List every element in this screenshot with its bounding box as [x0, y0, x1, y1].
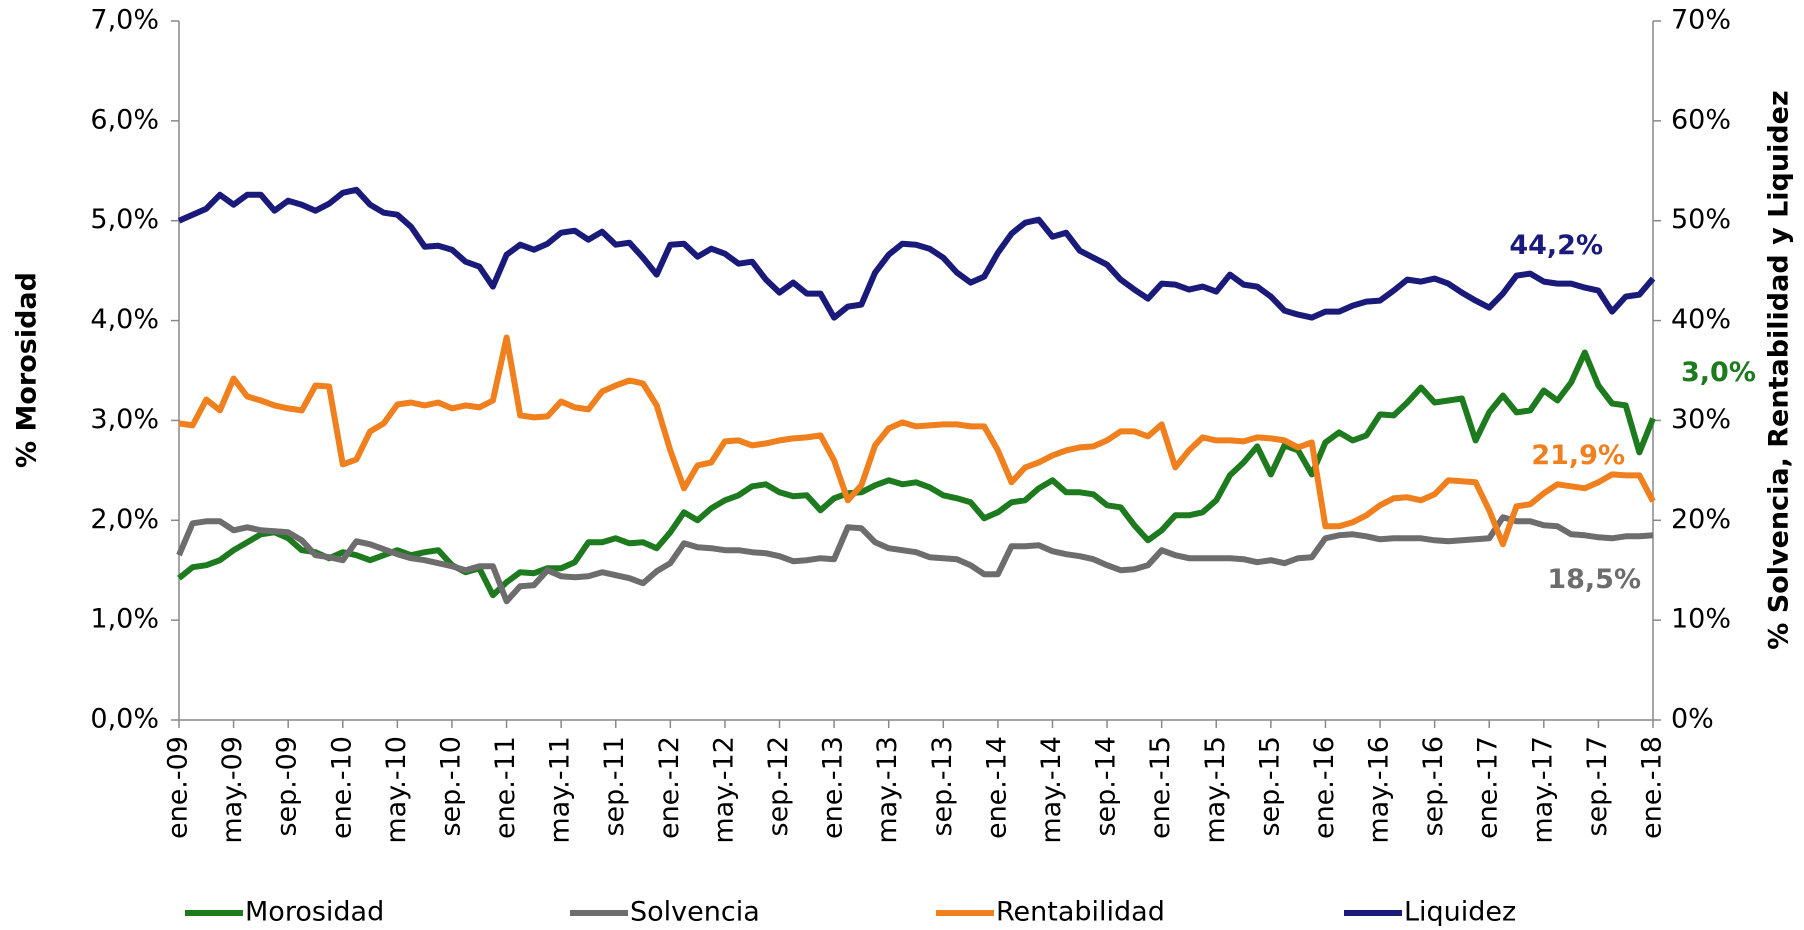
series-line [177, 349, 1656, 599]
x-tick-label: may.-16 [1364, 736, 1395, 844]
x-tick-label: may.-12 [708, 736, 739, 844]
y-tick-label: 1,0% [90, 604, 159, 635]
x-tick-label: sep.-17 [1582, 736, 1613, 837]
series-line [176, 514, 1654, 605]
x-tick-label: ene.-13 [818, 736, 849, 839]
x-tick-label: ene.-11 [490, 736, 521, 839]
x-tick-label: may.-15 [1200, 736, 1231, 844]
y2-tick-label: 30% [1671, 404, 1731, 435]
x-tick-label: sep.-09 [272, 736, 303, 837]
data-label: 18,5% [1547, 564, 1641, 595]
y-tick-label: 4,0% [90, 304, 159, 335]
x-tick-label: may.-11 [545, 736, 576, 844]
x-tick-label: may.-10 [381, 736, 412, 844]
y2-tick-label: 10% [1671, 604, 1731, 635]
y-tick-label: 7,0% [90, 5, 159, 36]
x-tick-label: ene.-16 [1309, 736, 1340, 839]
x-tick-label: ene.-14 [981, 736, 1012, 839]
legend-label: Liquidez [1404, 897, 1516, 927]
x-tick-label: sep.-14 [1091, 736, 1122, 837]
data-label: 3,0% [1681, 357, 1756, 388]
y-tick-label: 3,0% [90, 404, 159, 435]
x-tick-label: may.-17 [1527, 736, 1558, 844]
y2-axis-label: % Solvencia, Rentabilidad y Liquidez [1764, 90, 1795, 649]
series-line [177, 186, 1656, 321]
y-tick-label: 6,0% [90, 104, 159, 135]
x-tick-label: may.-14 [1036, 736, 1067, 844]
x-tick-label: ene.-18 [1637, 736, 1668, 839]
data-label: 44,2% [1509, 230, 1603, 261]
x-tick-label: sep.-12 [763, 736, 794, 837]
y2-tick-label: 20% [1671, 504, 1731, 535]
y-axis-label: % Morosidad [12, 272, 43, 468]
y2-tick-label: 50% [1671, 204, 1731, 235]
legend-label: Morosidad [245, 897, 384, 927]
x-tick-label: sep.-11 [599, 736, 630, 837]
series-line [178, 334, 1656, 548]
y-tick-label: 0,0% [90, 704, 159, 735]
y2-tick-label: 60% [1671, 104, 1731, 135]
y2-tick-label: 70% [1671, 5, 1731, 36]
x-tick-label: ene.-15 [1145, 736, 1176, 839]
legend-label: Solvencia [630, 897, 760, 927]
y-tick-label: 5,0% [90, 204, 159, 235]
x-tick-label: ene.-12 [654, 736, 685, 839]
y2-tick-label: 40% [1671, 304, 1731, 335]
x-tick-label: sep.-13 [927, 736, 958, 837]
x-tick-label: ene.-17 [1473, 736, 1504, 839]
data-label: 21,9% [1531, 440, 1625, 471]
y-tick-label: 2,0% [90, 504, 159, 535]
x-tick-label: ene.-10 [326, 736, 357, 839]
legend-label: Rentabilidad [996, 897, 1165, 927]
y2-tick-label: 0% [1671, 704, 1714, 735]
x-tick-label: may.-13 [872, 736, 903, 844]
x-tick-label: ene.-09 [163, 736, 194, 839]
x-tick-label: sep.-15 [1254, 736, 1285, 837]
x-tick-label: may.-09 [217, 736, 248, 844]
x-tick-label: sep.-16 [1418, 736, 1449, 837]
x-tick-label: sep.-10 [435, 736, 466, 837]
